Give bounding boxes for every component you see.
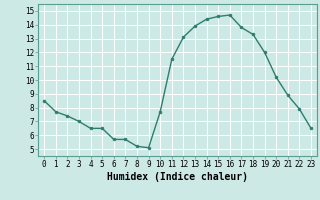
X-axis label: Humidex (Indice chaleur): Humidex (Indice chaleur) [107, 172, 248, 182]
